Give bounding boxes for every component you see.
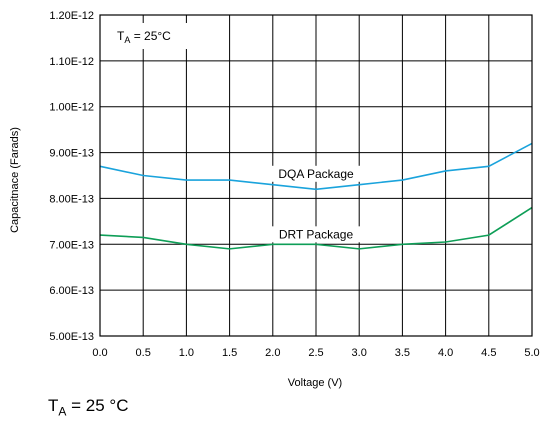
x-tick-label: 3.5 bbox=[395, 347, 410, 359]
x-tick-label: 0.5 bbox=[136, 347, 151, 359]
caption-t-subscript: A bbox=[58, 404, 67, 419]
chart-series bbox=[99, 142, 533, 250]
series-line-dqa bbox=[99, 142, 533, 191]
series-label-drt: DRT Package bbox=[279, 227, 354, 241]
y-tick-label: 8.00E-13 bbox=[49, 193, 94, 205]
x-tick-label: 2.0 bbox=[265, 347, 280, 359]
y-tick-label: 7.00E-13 bbox=[49, 239, 94, 251]
y-tick-label: 6.00E-13 bbox=[49, 285, 94, 297]
x-tick-labels: 0.0 0.5 1.0 1.5 2.0 2.5 3.0 3.5 4.0 4.5 5.0 bbox=[92, 347, 539, 359]
temperature-inset: TA = 25°C bbox=[107, 23, 187, 49]
temperature-caption: TA = 25 °C bbox=[48, 396, 129, 418]
x-tick-label: 4.5 bbox=[481, 347, 496, 359]
caption-t-value: = 25 °C bbox=[66, 396, 129, 415]
caption-t-symbol: T bbox=[48, 396, 59, 415]
y-tick-label: 1.20E-12 bbox=[49, 10, 94, 22]
x-axis-label: Voltage (V) bbox=[288, 377, 342, 389]
x-tick-label: 0.0 bbox=[92, 347, 107, 359]
x-tick-label: 1.0 bbox=[179, 347, 194, 359]
plot-frame bbox=[99, 14, 533, 337]
y-tick-label: 1.10E-12 bbox=[49, 56, 94, 68]
series-line-drt bbox=[99, 206, 533, 250]
series-labels: DQA Package DRT Package bbox=[266, 165, 366, 243]
x-tick-label: 5.0 bbox=[524, 347, 539, 359]
x-tick-label: 4.0 bbox=[438, 347, 453, 359]
y-axis-label: Capacitnace (Farads) bbox=[9, 127, 21, 233]
y-tick-labels: 5.00E-13 6.00E-13 7.00E-13 8.00E-13 9.00E-13… bbox=[49, 10, 94, 343]
inset-t-symbol: T bbox=[117, 29, 125, 43]
series-label-background bbox=[266, 165, 366, 182]
y-tick-label: 1.00E-12 bbox=[49, 102, 94, 114]
series-label-dqa: DQA Package bbox=[278, 167, 354, 181]
inset-t-value: = 25°C bbox=[130, 29, 171, 43]
x-tick-label: 2.5 bbox=[308, 347, 323, 359]
y-tick-label: 9.00E-13 bbox=[49, 148, 94, 160]
y-tick-label: 5.00E-13 bbox=[49, 331, 94, 343]
inset-background bbox=[107, 23, 187, 49]
x-tick-label: 1.5 bbox=[222, 347, 237, 359]
series-label-background bbox=[266, 226, 366, 243]
inset-t-subscript: A bbox=[124, 35, 130, 45]
inset-temperature-label: TA = 25°C bbox=[117, 29, 171, 45]
x-tick-label: 3.0 bbox=[352, 347, 367, 359]
